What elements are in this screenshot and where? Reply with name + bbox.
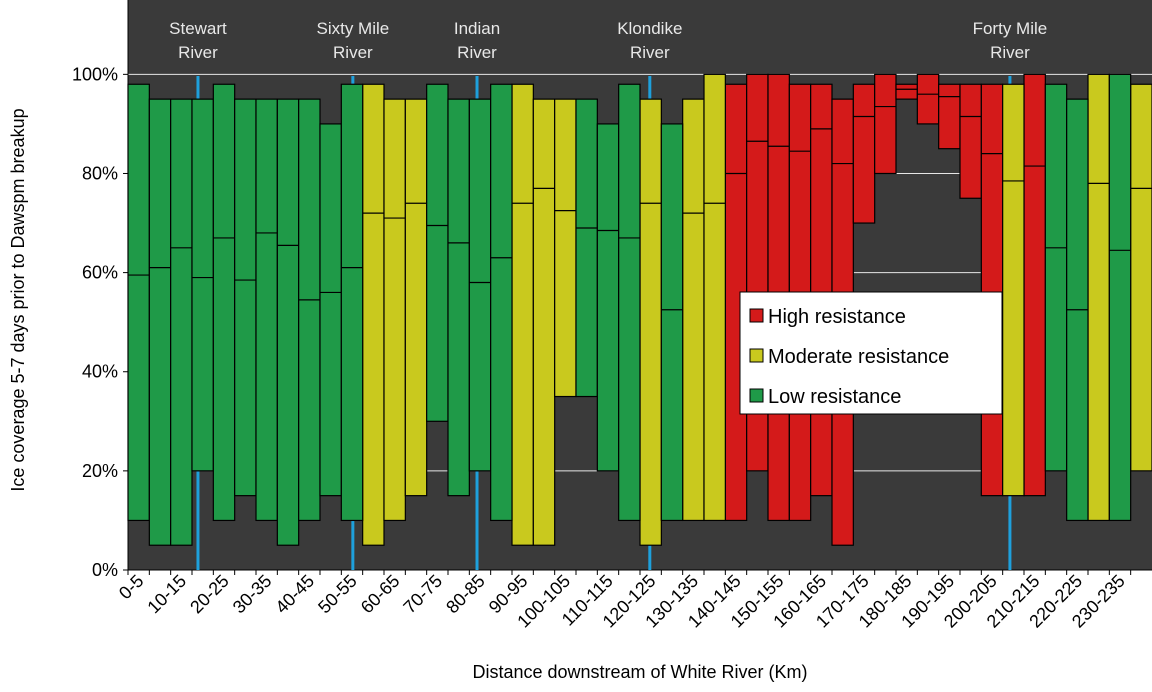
bar xyxy=(938,83,961,150)
bar xyxy=(404,98,428,497)
bar xyxy=(980,83,1004,497)
bar xyxy=(426,83,449,422)
legend-label: High resistance xyxy=(768,306,906,328)
bar xyxy=(618,83,641,522)
bar xyxy=(916,73,940,125)
bar xyxy=(148,98,172,546)
bar xyxy=(596,123,620,472)
river-label: Klondike xyxy=(617,19,682,38)
river-label: Stewart xyxy=(169,19,227,38)
x-tick-label: 60-65 xyxy=(357,571,404,618)
y-tick-label: 20% xyxy=(82,461,118,481)
bar xyxy=(255,98,278,522)
bar xyxy=(1130,83,1152,472)
bar xyxy=(852,83,876,224)
bar xyxy=(874,73,897,175)
x-axis-title: Distance downstream of White River (Km) xyxy=(472,662,807,682)
bar xyxy=(895,83,918,100)
bar xyxy=(511,83,534,546)
bar xyxy=(298,98,321,522)
bar xyxy=(1108,73,1132,522)
bar xyxy=(703,73,726,522)
bar xyxy=(1044,83,1068,472)
bar xyxy=(447,98,470,497)
x-tick-label: 10-15 xyxy=(143,571,190,618)
bar xyxy=(212,83,236,522)
y-axis-title: Ice coverage 5-7 days prior to Dawspm br… xyxy=(8,108,28,491)
bar xyxy=(191,98,214,472)
x-tick-label: 50-55 xyxy=(314,571,361,618)
legend-box xyxy=(739,291,1003,415)
y-tick-label: 0% xyxy=(92,560,118,580)
bar xyxy=(234,98,257,497)
legend-swatch xyxy=(749,388,764,403)
river-label: River xyxy=(333,43,373,62)
bar xyxy=(1087,73,1110,522)
bar xyxy=(575,98,598,398)
x-tick-label: 20-25 xyxy=(186,571,233,618)
y-tick-label: 80% xyxy=(82,163,118,183)
bar xyxy=(639,98,662,546)
river-label: River xyxy=(990,43,1030,62)
y-tick-label: 40% xyxy=(82,362,118,382)
y-tick-label: 100% xyxy=(72,64,118,84)
bar xyxy=(1023,73,1046,497)
bar xyxy=(276,98,300,546)
bar xyxy=(660,123,684,522)
bar xyxy=(1002,83,1025,497)
x-tick-label: 70-75 xyxy=(399,571,446,618)
bar xyxy=(810,83,833,497)
bar xyxy=(319,123,342,497)
bar xyxy=(682,98,705,522)
legend-label: Low resistance xyxy=(768,386,901,408)
bar xyxy=(959,83,982,199)
bar xyxy=(170,98,193,546)
river-label: River xyxy=(457,43,497,62)
legend-swatch xyxy=(749,308,764,323)
bar xyxy=(383,98,406,522)
river-label: River xyxy=(630,43,670,62)
bar xyxy=(490,83,513,522)
x-tick-label: 0-5 xyxy=(115,571,148,604)
bar xyxy=(554,98,577,398)
bar xyxy=(340,83,364,522)
x-tick-label: 30-35 xyxy=(229,571,276,618)
river-label: Forty Mile xyxy=(973,19,1048,38)
bar xyxy=(127,83,150,522)
legend: High resistance Moderate resistance Low re… xyxy=(739,291,1003,415)
river-label: Indian xyxy=(454,19,500,38)
legend-label: Moderate resistance xyxy=(768,346,949,368)
x-tick-label: 80-85 xyxy=(442,571,489,618)
x-tick-label: 40-45 xyxy=(271,571,318,618)
river-label: Sixty Mile xyxy=(316,19,389,38)
legend-swatch xyxy=(749,348,764,363)
bar xyxy=(468,98,492,472)
river-label: River xyxy=(178,43,218,62)
bar xyxy=(362,83,385,546)
y-tick-label: 60% xyxy=(82,263,118,283)
bar xyxy=(532,98,556,546)
